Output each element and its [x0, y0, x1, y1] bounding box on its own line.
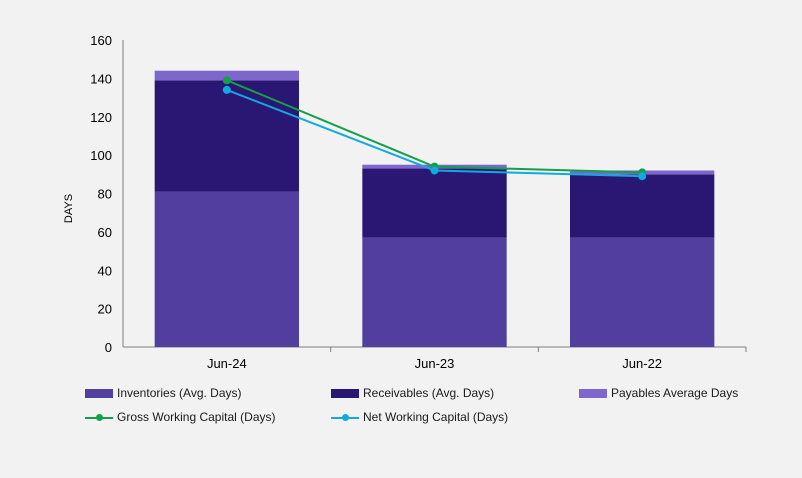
labels-layer: 0 20 40 60 80 100 120 140 160 DAYS Jun-24 Jun-23 Jun… [63, 33, 662, 371]
bar-receivables-avg-days [570, 174, 715, 238]
point-net-working-capital-days [638, 172, 647, 181]
legend-label: Payables Average Days [611, 386, 739, 400]
point-net-working-capital-days [222, 85, 231, 94]
bar-inventories-avg-days [362, 237, 507, 347]
legend-swatch [85, 413, 113, 422]
legend-label: Receivables (Avg. Days) [363, 386, 495, 400]
bar-inventories-avg-days [570, 237, 715, 347]
y-tick-label: 20 [98, 302, 112, 317]
legend-item: Net Working Capital (Days) [331, 410, 508, 424]
legend-swatch [331, 413, 359, 422]
bar-inventories-avg-days [154, 191, 299, 347]
y-tick-label: 60 [98, 225, 112, 240]
legend-item: Inventories (Avg. Days) [85, 386, 242, 400]
x-tick-label: Jun-23 [415, 356, 455, 371]
bar-receivables-avg-days [362, 168, 507, 238]
point-net-working-capital-days [430, 166, 439, 175]
y-tick-label: 160 [90, 33, 112, 48]
bars-layer [154, 70, 715, 347]
y-axis-title: DAYS [63, 194, 75, 223]
legend-label: Gross Working Capital (Days) [117, 410, 276, 424]
legend-label: Inventories (Avg. Days) [117, 386, 242, 400]
bar-payables-average-days [154, 70, 299, 81]
x-tick-label: Jun-22 [622, 356, 662, 371]
y-tick-label: 40 [98, 263, 112, 278]
lines-layer [222, 76, 647, 181]
y-tick-label: 140 [90, 71, 112, 86]
legend-swatch [331, 388, 359, 398]
legend-item: Gross Working Capital (Days) [85, 410, 275, 424]
y-tick-label: 120 [90, 110, 112, 125]
legend-swatch [579, 388, 607, 398]
bar-receivables-avg-days [154, 80, 299, 192]
point-gross-working-capital-days [222, 76, 231, 85]
y-tick-label: 0 [105, 340, 112, 355]
legend-label: Net Working Capital (Days) [363, 410, 509, 424]
y-tick-label: 80 [98, 187, 112, 202]
x-tick-label: Jun-24 [207, 356, 247, 371]
legend-swatch [85, 388, 113, 398]
legend-item: Payables Average Days [579, 386, 738, 400]
legend-item: Receivables (Avg. Days) [331, 386, 494, 400]
y-tick-label: 100 [90, 148, 112, 163]
